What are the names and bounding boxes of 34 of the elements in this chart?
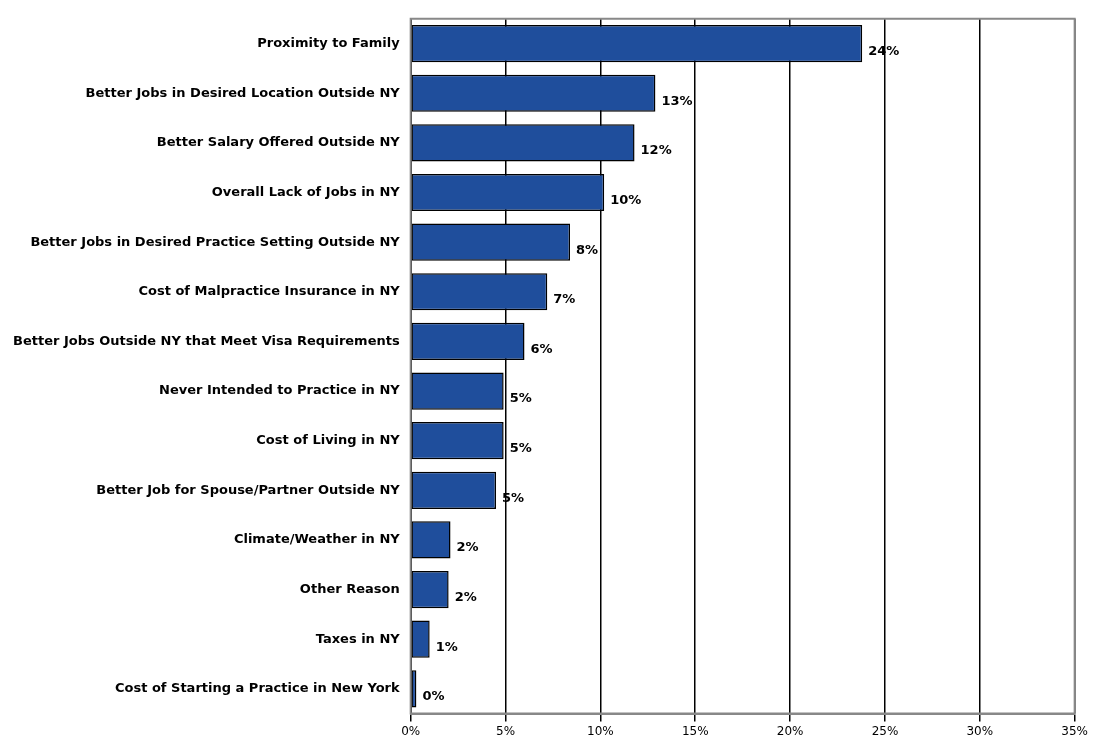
x-tick-label: 0% [401,723,421,738]
data-label: 12% [640,142,672,158]
y-tick-label: Overall Lack of Jobs in NY [211,183,401,199]
y-tick-label: Cost of Living in NY [256,432,401,448]
y-tick-label: Better Jobs in Desired Practice Setting Outside NY [30,233,401,249]
y-tick-label: Better Jobs in Desired Location Outside NY [85,84,401,100]
data-label: 13% [661,92,693,108]
data-label: 0% [422,688,445,704]
y-tick-label: Cost of Malpractice Insurance in NY [138,283,401,299]
x-tick-label: 5% [496,723,516,738]
y-tick-label: Better Salary Offered Outside NY [156,134,401,150]
y-tick-label: Climate/Weather in NY [233,531,401,547]
y-tick-label: Cost of Starting a Practice in New York [114,680,401,696]
x-tick-label: 30% [966,723,994,738]
data-label: 10% [610,191,642,207]
y-tick-label: Better Jobs Outside NY that Meet Visa Requirements [13,332,400,348]
y-tick-label: Never Intended to Practice in NY [159,382,401,398]
x-tick-label: 15% [681,723,709,738]
data-label: 8% [576,241,599,257]
data-label: 7% [553,291,576,307]
y-tick-label: Proximity to Family [257,34,401,50]
data-label: 1% [435,638,458,654]
data-label: 6% [530,340,553,356]
x-tick-label: 10% [587,723,614,738]
data-label: 2% [454,588,477,604]
y-tick-label: Taxes in NY [315,630,401,646]
data-label: 2% [456,539,479,555]
x-tick-label: 35% [1061,723,1088,738]
y-tick-label: Better Job for Spouse/Partner Outside NY [96,481,401,497]
y-tick-label: Other Reason [299,580,400,596]
data-label: 5% [509,440,532,456]
x-tick-label: 20% [776,723,804,738]
x-tick-label: 25% [871,723,899,738]
data-label: 5% [509,390,532,406]
